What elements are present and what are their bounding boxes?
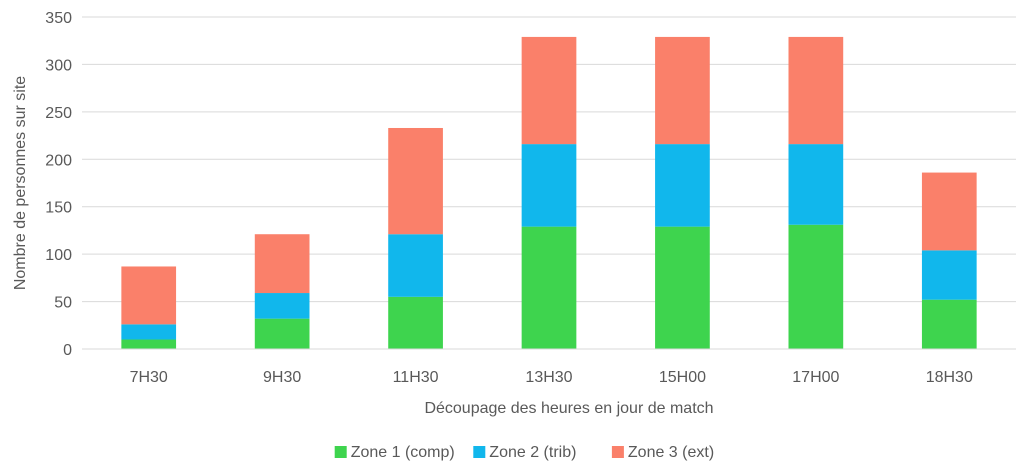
y-tick-label: 150 [45,200,72,217]
legend-swatch [334,446,347,458]
bar-segment [254,293,310,319]
bar-segment [655,144,710,227]
x-tick-label: 13H30 [525,369,572,386]
bar-segment [388,296,443,349]
legend-swatch [473,446,486,458]
y-tick-label: 100 [45,247,72,264]
bar-segment [921,250,977,300]
y-tick-label: 200 [45,152,72,169]
legend: Zone 1 (comp) Zone 2 (trib) Zone 3 (ext) [334,444,714,461]
x-tick-label: 7H30 [130,369,168,386]
x-axis-label: Découpage des heures en jour de match [424,400,713,417]
bar-segment [788,144,844,225]
legend-label: Zone 1 (comp) [351,444,455,461]
legend-swatch [611,446,624,458]
x-tick-label: 9H30 [263,369,301,386]
bar-segment [121,266,177,325]
y-tick-label: 50 [54,295,72,312]
y-tick-label: 350 [45,10,72,27]
legend-label: Zone 3 (ext) [628,444,714,461]
bar-segment [254,318,310,349]
axes: 0 50 100 150 200 250 300 350 7H30 9H30 11H30 13H30 1… [45,10,1016,386]
x-tick-label: 18H30 [926,369,973,386]
y-tick-label: 300 [45,57,72,74]
bar-segment [388,234,443,297]
bar-segment [655,36,710,145]
bar-segment [788,36,844,145]
bar-segment [521,226,577,349]
y-tick-label: 250 [45,105,72,122]
bar-segment [254,234,310,294]
bar-segment [655,226,710,349]
bar-segment [521,144,577,227]
x-tick-label: 11H30 [393,369,439,386]
x-tick-label: 17H00 [792,369,839,386]
bar-segment [921,172,977,251]
bar-segment [121,339,177,349]
y-tick-label: 0 [63,342,72,359]
bar-segment [121,324,177,340]
bar-segment [388,127,443,235]
bar-segment [521,36,577,145]
y-axis-label: Nombre de personnes sur site [12,76,29,290]
legend-label: Zone 2 (trib) [489,444,576,461]
bar-segment [788,224,844,349]
bar-segment [921,299,977,349]
x-tick-label: 15H00 [659,369,706,386]
bars [121,36,977,349]
